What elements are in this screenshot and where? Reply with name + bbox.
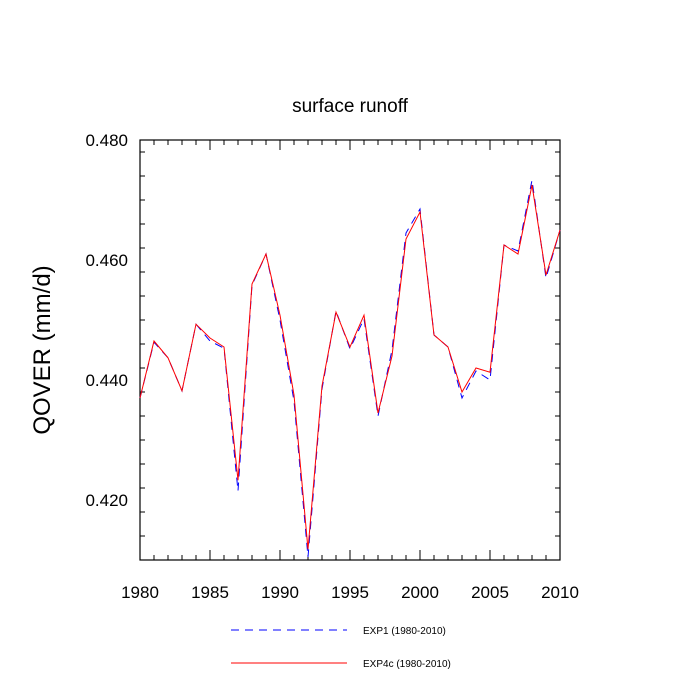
x-tick-label: 1990 [261, 583, 299, 602]
series-line-1 [139, 184, 561, 550]
legend: EXP1 (1980-2010) EXP4c (1980-2010) [231, 626, 451, 670]
x-tick-label: 2010 [541, 583, 579, 602]
x-tick-label: 2000 [401, 583, 439, 602]
x-tick-label: 1980 [121, 583, 159, 602]
plot-area: 1980 1985 1990 1995 2000 2005 2010 0.420 0.440 0.… [85, 131, 578, 602]
y-tick-label: 0.420 [85, 491, 128, 510]
y-tick-label: 0.440 [85, 371, 128, 390]
series-line-0 [139, 180, 561, 558]
x-tick-label: 1995 [331, 583, 369, 602]
y-tick-label: 0.460 [85, 251, 128, 270]
legend-label-exp4c: EXP4c (1980-2010) [363, 659, 451, 670]
x-tick-label: 1985 [191, 583, 229, 602]
legend-label-exp1: EXP1 (1980-2010) [363, 626, 446, 637]
y-tick-label: 0.480 [85, 131, 128, 150]
y-axis-label: QOVER (mm/d) [29, 265, 56, 434]
x-tick-label: 2005 [471, 583, 509, 602]
chart-title: surface runoff [292, 96, 409, 117]
plot-frame [139, 139, 561, 561]
